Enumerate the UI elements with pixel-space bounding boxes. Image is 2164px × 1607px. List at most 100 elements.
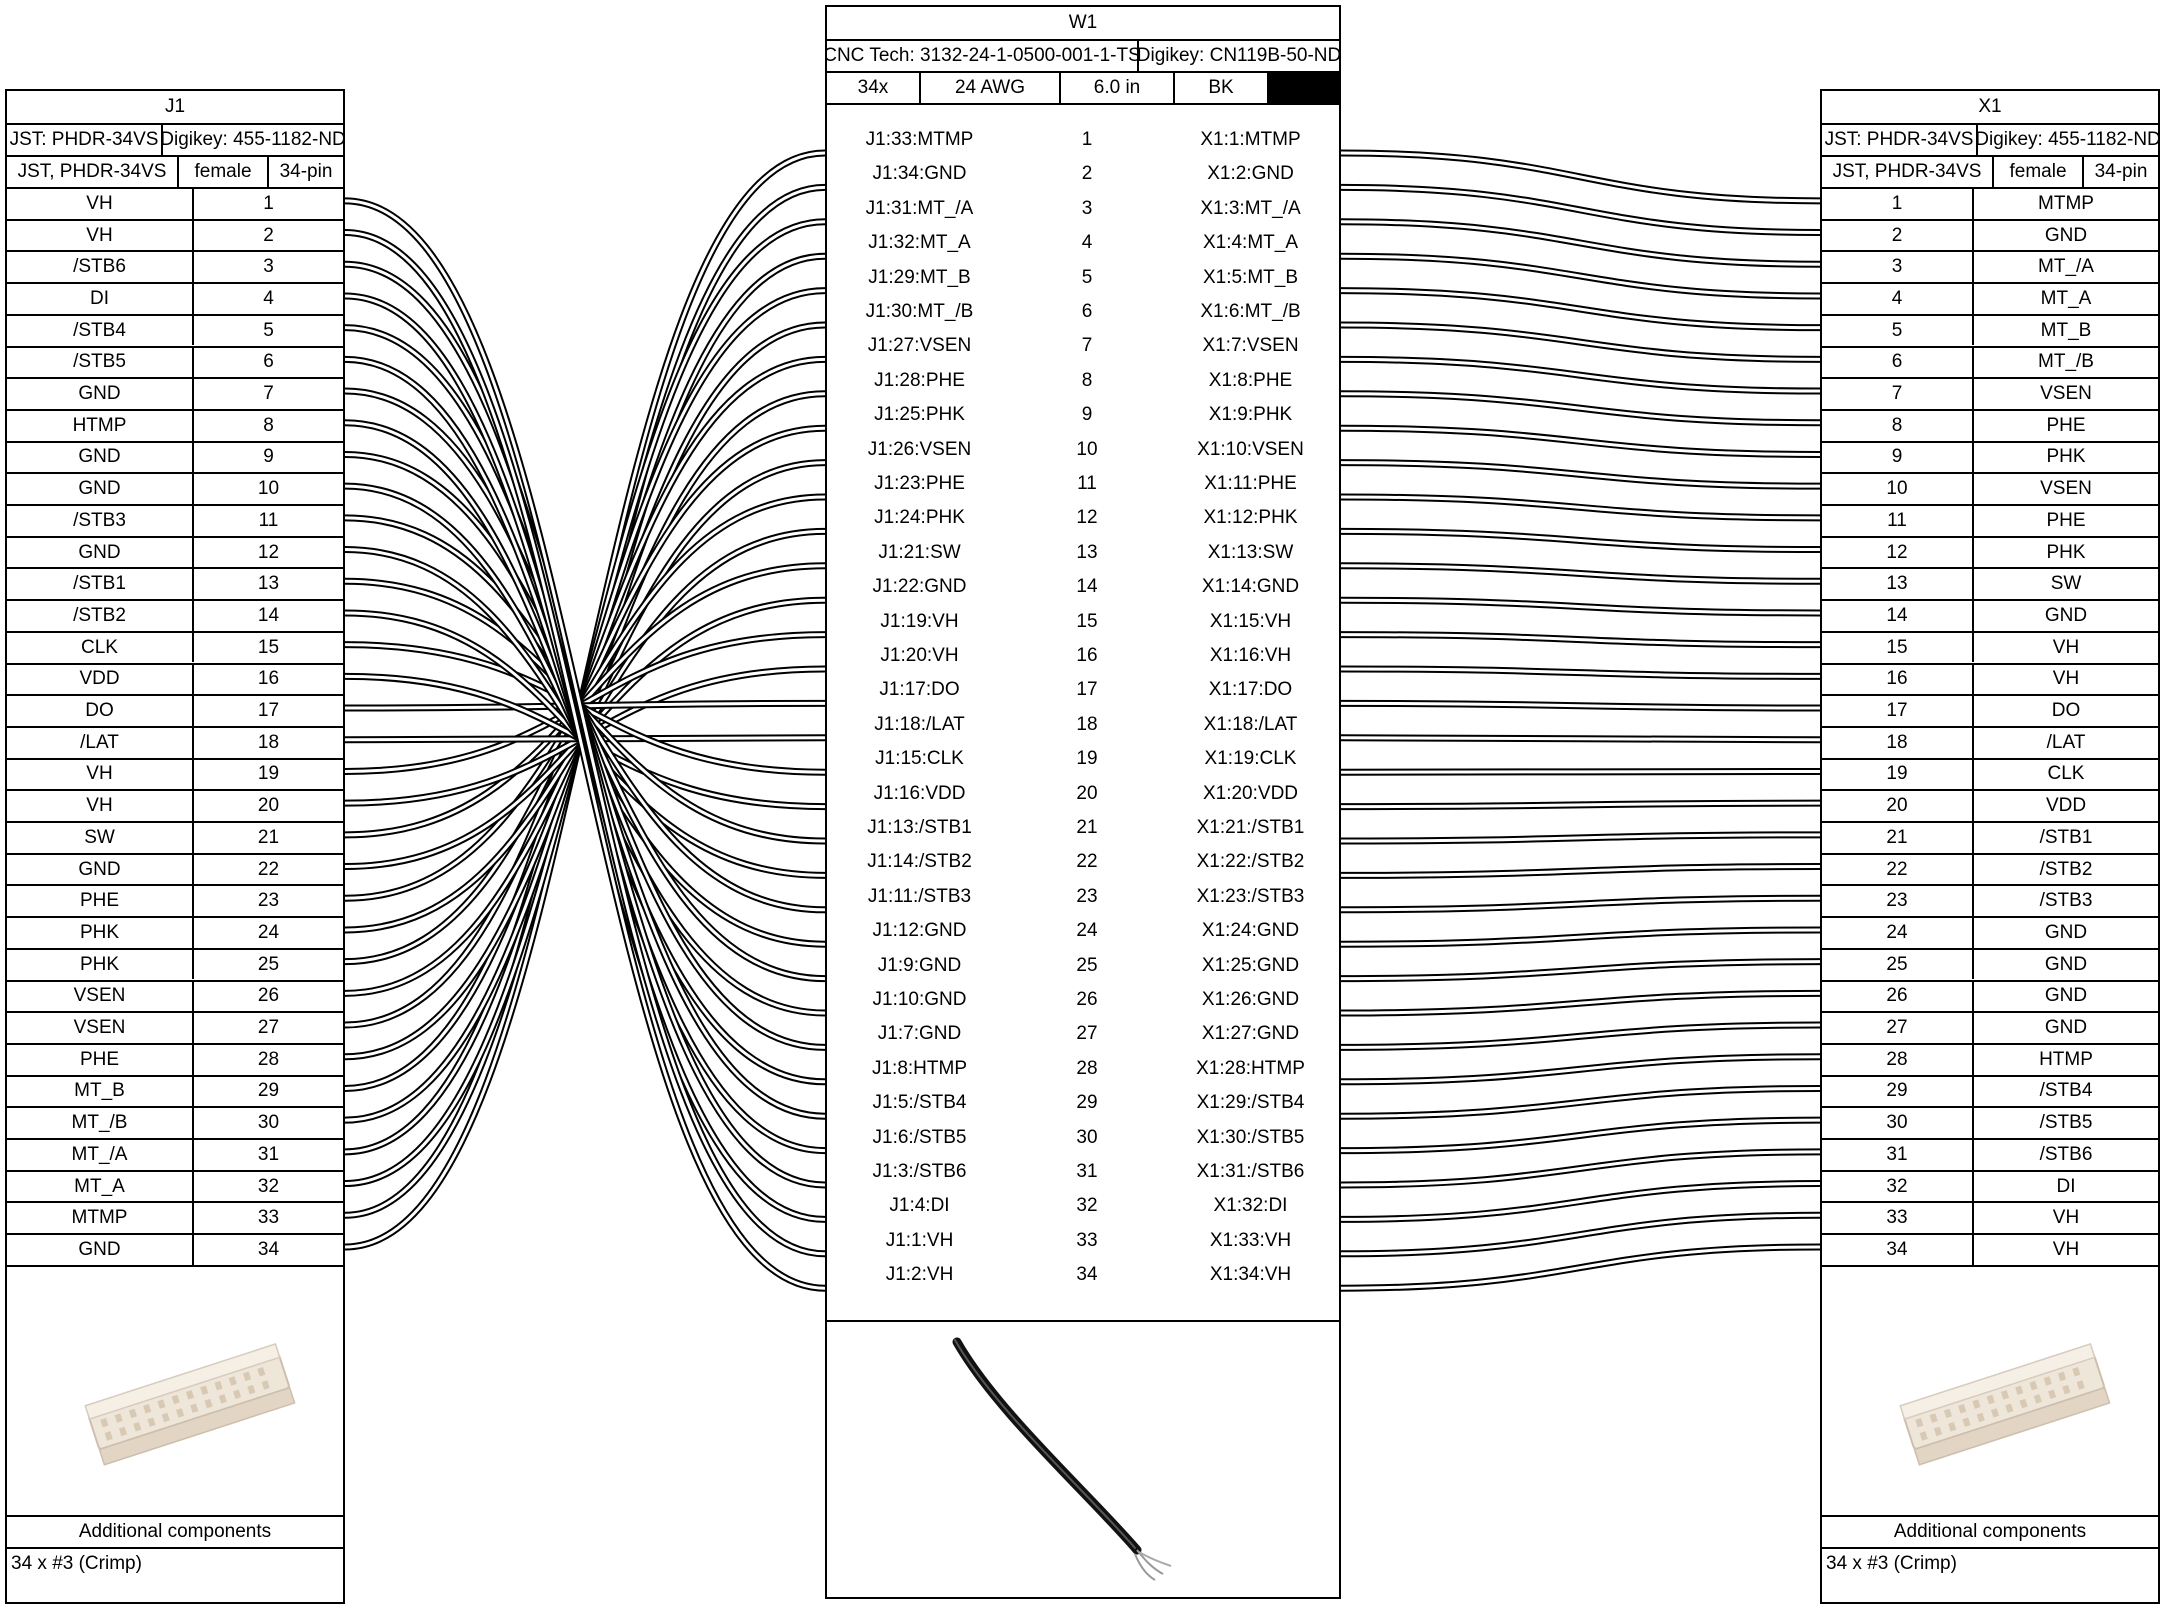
pin-row: /STB5 6 <box>7 345 343 378</box>
pin-label: MT_A <box>74 1175 125 1197</box>
wire-8-core <box>344 392 1821 1059</box>
pin-row: DO 17 <box>7 694 343 726</box>
wire-number: 28 <box>1076 1057 1098 1079</box>
pin-row: 17 DO <box>1822 694 2158 726</box>
pin-number: 21 <box>1886 826 1908 848</box>
pin-number: 8 <box>1891 414 1903 436</box>
pin-label: /STB6 <box>1972 1140 2158 1170</box>
pin-row: VH 1 <box>7 187 343 219</box>
wire-color-code: BK <box>1173 73 1267 103</box>
pin-number: 25 <box>192 949 343 980</box>
digikey-number: Digikey: 455-1182-ND <box>1976 125 2158 155</box>
pin-number: 33 <box>1886 1207 1908 1229</box>
pin-label: MT_/B <box>1972 347 2158 378</box>
pin-number: 33 <box>192 1203 343 1234</box>
connector-j1: J1 JST: PHDR-34VS Digikey: 455-1182-ND J… <box>5 89 345 1604</box>
connector-image <box>7 1265 343 1517</box>
wire-to: X1:12:PHK <box>1203 507 1298 529</box>
wire-from: J1:26:VSEN <box>867 438 972 460</box>
pin-label: /STB4 <box>1972 1076 2158 1107</box>
pin-row: 9 PHK <box>1822 440 2158 473</box>
pin-row: MT_A 32 <box>7 1169 343 1202</box>
pin-number: 19 <box>192 759 343 790</box>
pin-number: 5 <box>1891 319 1903 341</box>
wire-from: J1:32:MT_A <box>868 232 971 254</box>
wire-from: J1:8:HTMP <box>871 1057 968 1079</box>
pin-row: 27 GND <box>1822 1011 2158 1043</box>
pin-row: VSEN 26 <box>7 979 343 1012</box>
wire-row: J1:10:GND 26 X1:26:GND <box>827 987 1339 1013</box>
connector-pincount: 34-pin <box>267 157 343 187</box>
wire-to: X1:22:/STB2 <box>1196 851 1305 873</box>
pin-row: /STB4 5 <box>7 313 343 346</box>
wire-from: J1:21:SW <box>878 541 961 563</box>
wire-to: X1:13:SW <box>1207 541 1294 563</box>
wire-number: 11 <box>1077 473 1097 494</box>
pin-label: MTMP <box>71 1207 128 1229</box>
wire-row: J1:23:PHE 11 X1:11:PHE <box>827 471 1339 497</box>
pin-number: 31 <box>192 1140 343 1170</box>
wire-from: J1:20:VH <box>880 645 959 666</box>
pin-label: GND <box>1972 1013 2158 1043</box>
pin-row: 25 GND <box>1822 947 2158 980</box>
cable-title: W1 <box>1068 12 1098 33</box>
wire-from: J1:34:GND <box>872 163 967 185</box>
pin-label: VH <box>86 795 113 817</box>
wire-from: J1:28:PHE <box>874 369 965 391</box>
pin-number: 8 <box>192 410 343 441</box>
pin-label: MT_B <box>1972 315 2158 346</box>
pin-row: PHK 25 <box>7 947 343 980</box>
wire-from: J1:25:PHK <box>874 404 965 426</box>
wire-number: 27 <box>1076 1023 1098 1045</box>
wire-from: J1:7:GND <box>877 1023 962 1045</box>
pin-number: 32 <box>1886 1175 1908 1197</box>
pin-label: MT_/A <box>71 1143 128 1165</box>
pin-row: 21/STB1 <box>1822 821 2158 853</box>
wire-number: 15 <box>1076 610 1098 632</box>
pin-number: 27 <box>192 1013 343 1043</box>
pin-number: 24 <box>1886 921 1908 943</box>
pin-number: 20 <box>192 791 343 821</box>
pin-row: PHK 24 <box>7 916 343 948</box>
wire-number: 30 <box>1076 1126 1098 1148</box>
pin-label: /LAT <box>1972 727 2158 758</box>
wire-from: J1:5:/STB4 <box>872 1092 967 1114</box>
pin-label: PHK <box>79 953 120 975</box>
pin-row: VDD 16 <box>7 662 343 695</box>
pin-label: VDD <box>79 668 120 690</box>
wire-from: J1:12:GND <box>872 920 967 942</box>
wire-number: 25 <box>1076 954 1098 976</box>
wire-to: X1:21:/STB1 <box>1196 817 1305 838</box>
wire-30-core <box>344 357 1821 1153</box>
wire-number: 3 <box>1081 197 1093 219</box>
pin-label: GND <box>1972 918 2158 948</box>
pin-row: GND 12 <box>7 535 343 568</box>
wire-row: J1:28:PHE 8 X1:8:PHE <box>827 368 1339 394</box>
wire-row: J1:26:VSEN 10 X1:10:VSEN <box>827 437 1339 463</box>
wire-from: J1:18:/LAT <box>874 713 965 735</box>
part-number: JST: PHDR-34VS <box>1824 129 1974 150</box>
wire-to: X1:14:GND <box>1201 576 1300 598</box>
wire-from: J1:15:CLK <box>875 748 964 770</box>
wire-20-core <box>344 674 1821 809</box>
wire-number: 18 <box>1076 713 1098 735</box>
wire-to: X1:4:MT_A <box>1202 232 1299 254</box>
pin-row: 20 VDD <box>1822 789 2158 821</box>
pin-number: 10 <box>1886 478 1908 500</box>
wire-from: J1:1:VH <box>885 1229 954 1251</box>
wire-to: X1:3:MT_/A <box>1200 197 1301 219</box>
pin-number: 9 <box>1891 446 1903 468</box>
wire-color-swatch <box>1267 73 1339 103</box>
pin-number: 32 <box>192 1171 343 1202</box>
pin-number: 22 <box>192 854 343 885</box>
wire-row: J1:20:VH 16 X1:16:VH <box>827 643 1339 669</box>
pin-number: 2 <box>1891 224 1903 246</box>
pin-label: GND <box>78 478 121 500</box>
pin-row: 5 MT_B <box>1822 313 2158 346</box>
wire-number: 32 <box>1076 1195 1098 1217</box>
pin-row: 2 GND <box>1822 218 2158 251</box>
pin-row: 34 VH <box>1822 1233 2158 1265</box>
wire-row: J1:9:GND 25 X1:25:GND <box>827 953 1339 979</box>
pin-row: HTMP 8 <box>7 408 343 441</box>
